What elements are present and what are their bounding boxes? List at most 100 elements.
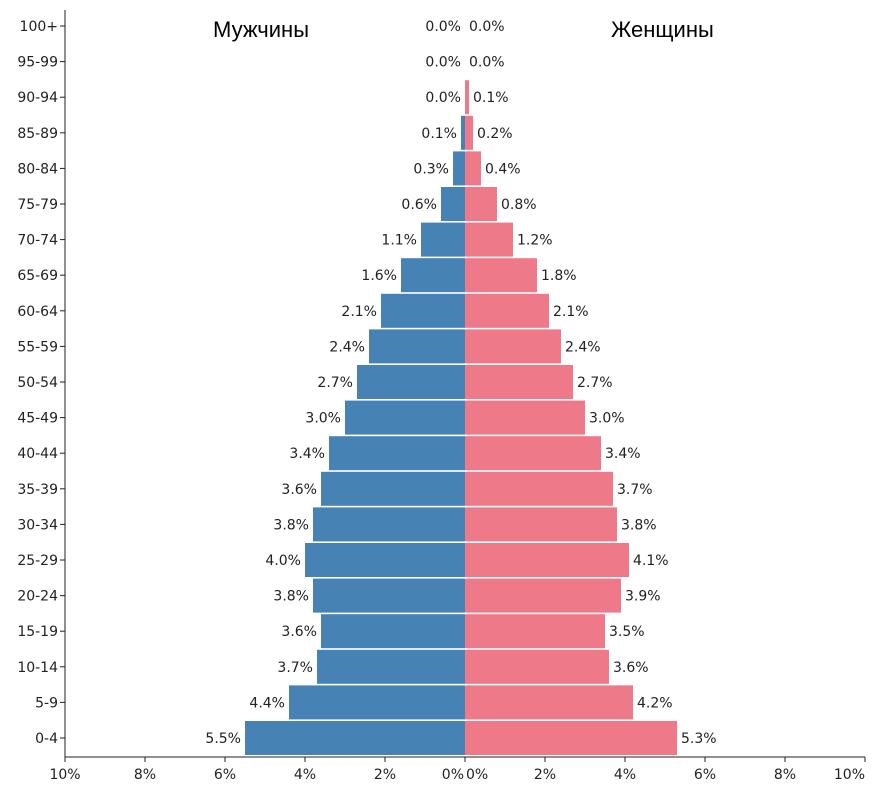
male-value-label: 3.6% — [281, 482, 317, 498]
female-value-label: 1.8% — [541, 268, 577, 284]
male-value-label: 3.4% — [289, 446, 325, 462]
x-tick-label-left: 6% — [214, 767, 236, 783]
female-value-label: 0.2% — [477, 126, 513, 142]
bars-layer — [245, 80, 677, 755]
female-bar-70-74 — [465, 222, 513, 257]
male-value-label: 5.5% — [205, 731, 241, 747]
x-tick-label-left: 0% — [442, 767, 464, 783]
male-bar-55-59 — [369, 329, 465, 364]
x-tick-label-left: 4% — [294, 767, 316, 783]
male-value-label: 1.6% — [361, 268, 397, 284]
male-value-label: 3.0% — [305, 411, 341, 427]
x-tick-label-right: 4% — [614, 767, 636, 783]
male-bar-20-24 — [313, 578, 465, 613]
male-value-label: 0.0% — [425, 19, 461, 35]
female-value-label: 3.8% — [621, 517, 657, 533]
female-bar-90-94 — [465, 80, 469, 115]
female-value-label: 3.6% — [613, 660, 649, 676]
female-bar-40-44 — [465, 436, 601, 471]
female-value-label: 4.1% — [633, 553, 669, 569]
female-bar-80-84 — [465, 151, 481, 186]
female-value-label: 0.8% — [501, 197, 537, 213]
male-bar-50-54 — [357, 365, 465, 399]
male-value-label: 3.8% — [273, 517, 309, 533]
y-tick-label: 65-69 — [17, 268, 58, 284]
male-bar-30-34 — [313, 507, 465, 542]
female-value-label: 3.4% — [605, 446, 641, 462]
female-value-label: 3.7% — [617, 482, 653, 498]
female-bar-60-64 — [465, 293, 549, 328]
female-value-label: 3.5% — [609, 624, 645, 640]
axes-layer: 0-4 5-9 10-14 15-19 20-24 25-29 30-34 35-39 40-4… — [17, 10, 866, 783]
male-bar-10-14 — [317, 649, 465, 684]
female-value-label: 0.4% — [485, 161, 521, 177]
female-bar-0-4 — [465, 721, 677, 755]
male-bar-15-19 — [321, 614, 465, 649]
y-tick-label: 40-44 — [17, 446, 58, 462]
female-value-label: 0.0% — [469, 19, 505, 35]
male-bar-0-4 — [245, 721, 465, 755]
male-value-label: 2.1% — [341, 304, 377, 320]
female-bar-20-24 — [465, 578, 621, 613]
y-tick-label: 45-49 — [17, 411, 58, 427]
male-bar-60-64 — [381, 293, 465, 328]
y-tick-label: 0-4 — [35, 731, 58, 747]
female-bar-15-19 — [465, 614, 605, 649]
male-bar-65-69 — [401, 258, 465, 293]
female-bar-55-59 — [465, 329, 561, 364]
y-tick-label: 25-29 — [17, 553, 58, 569]
y-tick-label: 90-94 — [17, 90, 58, 106]
labels-layer: 5.5% 5.3% 4.4% 4.2% 3.7% 3.6% 3.6% 3.5% 3.8% 3.9%… — [205, 19, 716, 747]
y-tick-label: 85-89 — [17, 126, 58, 142]
male-value-label: 2.4% — [329, 339, 365, 355]
male-bar-80-84 — [453, 151, 465, 186]
female-series-label: Женщины — [611, 17, 714, 42]
y-tick-label: 5-9 — [35, 695, 58, 711]
male-value-label: 1.1% — [381, 233, 417, 249]
male-bar-25-29 — [305, 543, 465, 577]
y-tick-label: 60-64 — [17, 304, 58, 320]
male-value-label: 4.4% — [249, 695, 285, 711]
y-tick-label: 50-54 — [17, 375, 58, 391]
male-value-label: 0.3% — [413, 161, 449, 177]
x-tick-label-right: 6% — [694, 767, 716, 783]
y-tick-label: 80-84 — [17, 161, 58, 177]
female-value-label: 5.3% — [681, 731, 717, 747]
male-bar-45-49 — [345, 400, 465, 435]
female-value-label: 2.1% — [553, 304, 589, 320]
female-value-label: 2.4% — [565, 339, 601, 355]
y-tick-label: 70-74 — [17, 233, 58, 249]
female-bar-10-14 — [465, 649, 609, 684]
male-bar-70-74 — [421, 222, 465, 257]
x-tick-label-left: 10% — [49, 767, 80, 783]
y-tick-label: 35-39 — [17, 482, 58, 498]
female-value-label: 2.7% — [577, 375, 613, 391]
female-value-label: 3.0% — [589, 411, 625, 427]
female-value-label: 0.1% — [473, 90, 509, 106]
y-tick-label: 75-79 — [17, 197, 58, 213]
female-value-label: 4.2% — [637, 695, 673, 711]
male-value-label: 3.7% — [277, 660, 313, 676]
female-bar-45-49 — [465, 400, 585, 435]
y-tick-label: 15-19 — [17, 624, 58, 640]
y-tick-label: 10-14 — [17, 660, 58, 676]
male-value-label: 0.0% — [425, 90, 461, 106]
y-tick-label: 100+ — [20, 19, 58, 35]
female-value-label: 0.0% — [469, 55, 505, 71]
y-tick-label: 30-34 — [17, 517, 58, 533]
male-value-label: 0.6% — [401, 197, 437, 213]
male-bar-85-89 — [461, 115, 465, 150]
x-tick-label-right: 2% — [534, 767, 556, 783]
x-tick-label-right: 8% — [774, 767, 796, 783]
y-tick-label: 55-59 — [17, 339, 58, 355]
female-bar-25-29 — [465, 543, 629, 577]
female-bar-75-79 — [465, 187, 497, 221]
male-value-label: 2.7% — [317, 375, 353, 391]
male-series-label: Мужчины — [213, 17, 309, 42]
male-value-label: 3.8% — [273, 589, 309, 605]
female-value-label: 1.2% — [517, 233, 553, 249]
male-bar-75-79 — [441, 187, 465, 221]
x-tick-label-right: 0% — [466, 767, 488, 783]
female-bar-85-89 — [465, 115, 473, 150]
